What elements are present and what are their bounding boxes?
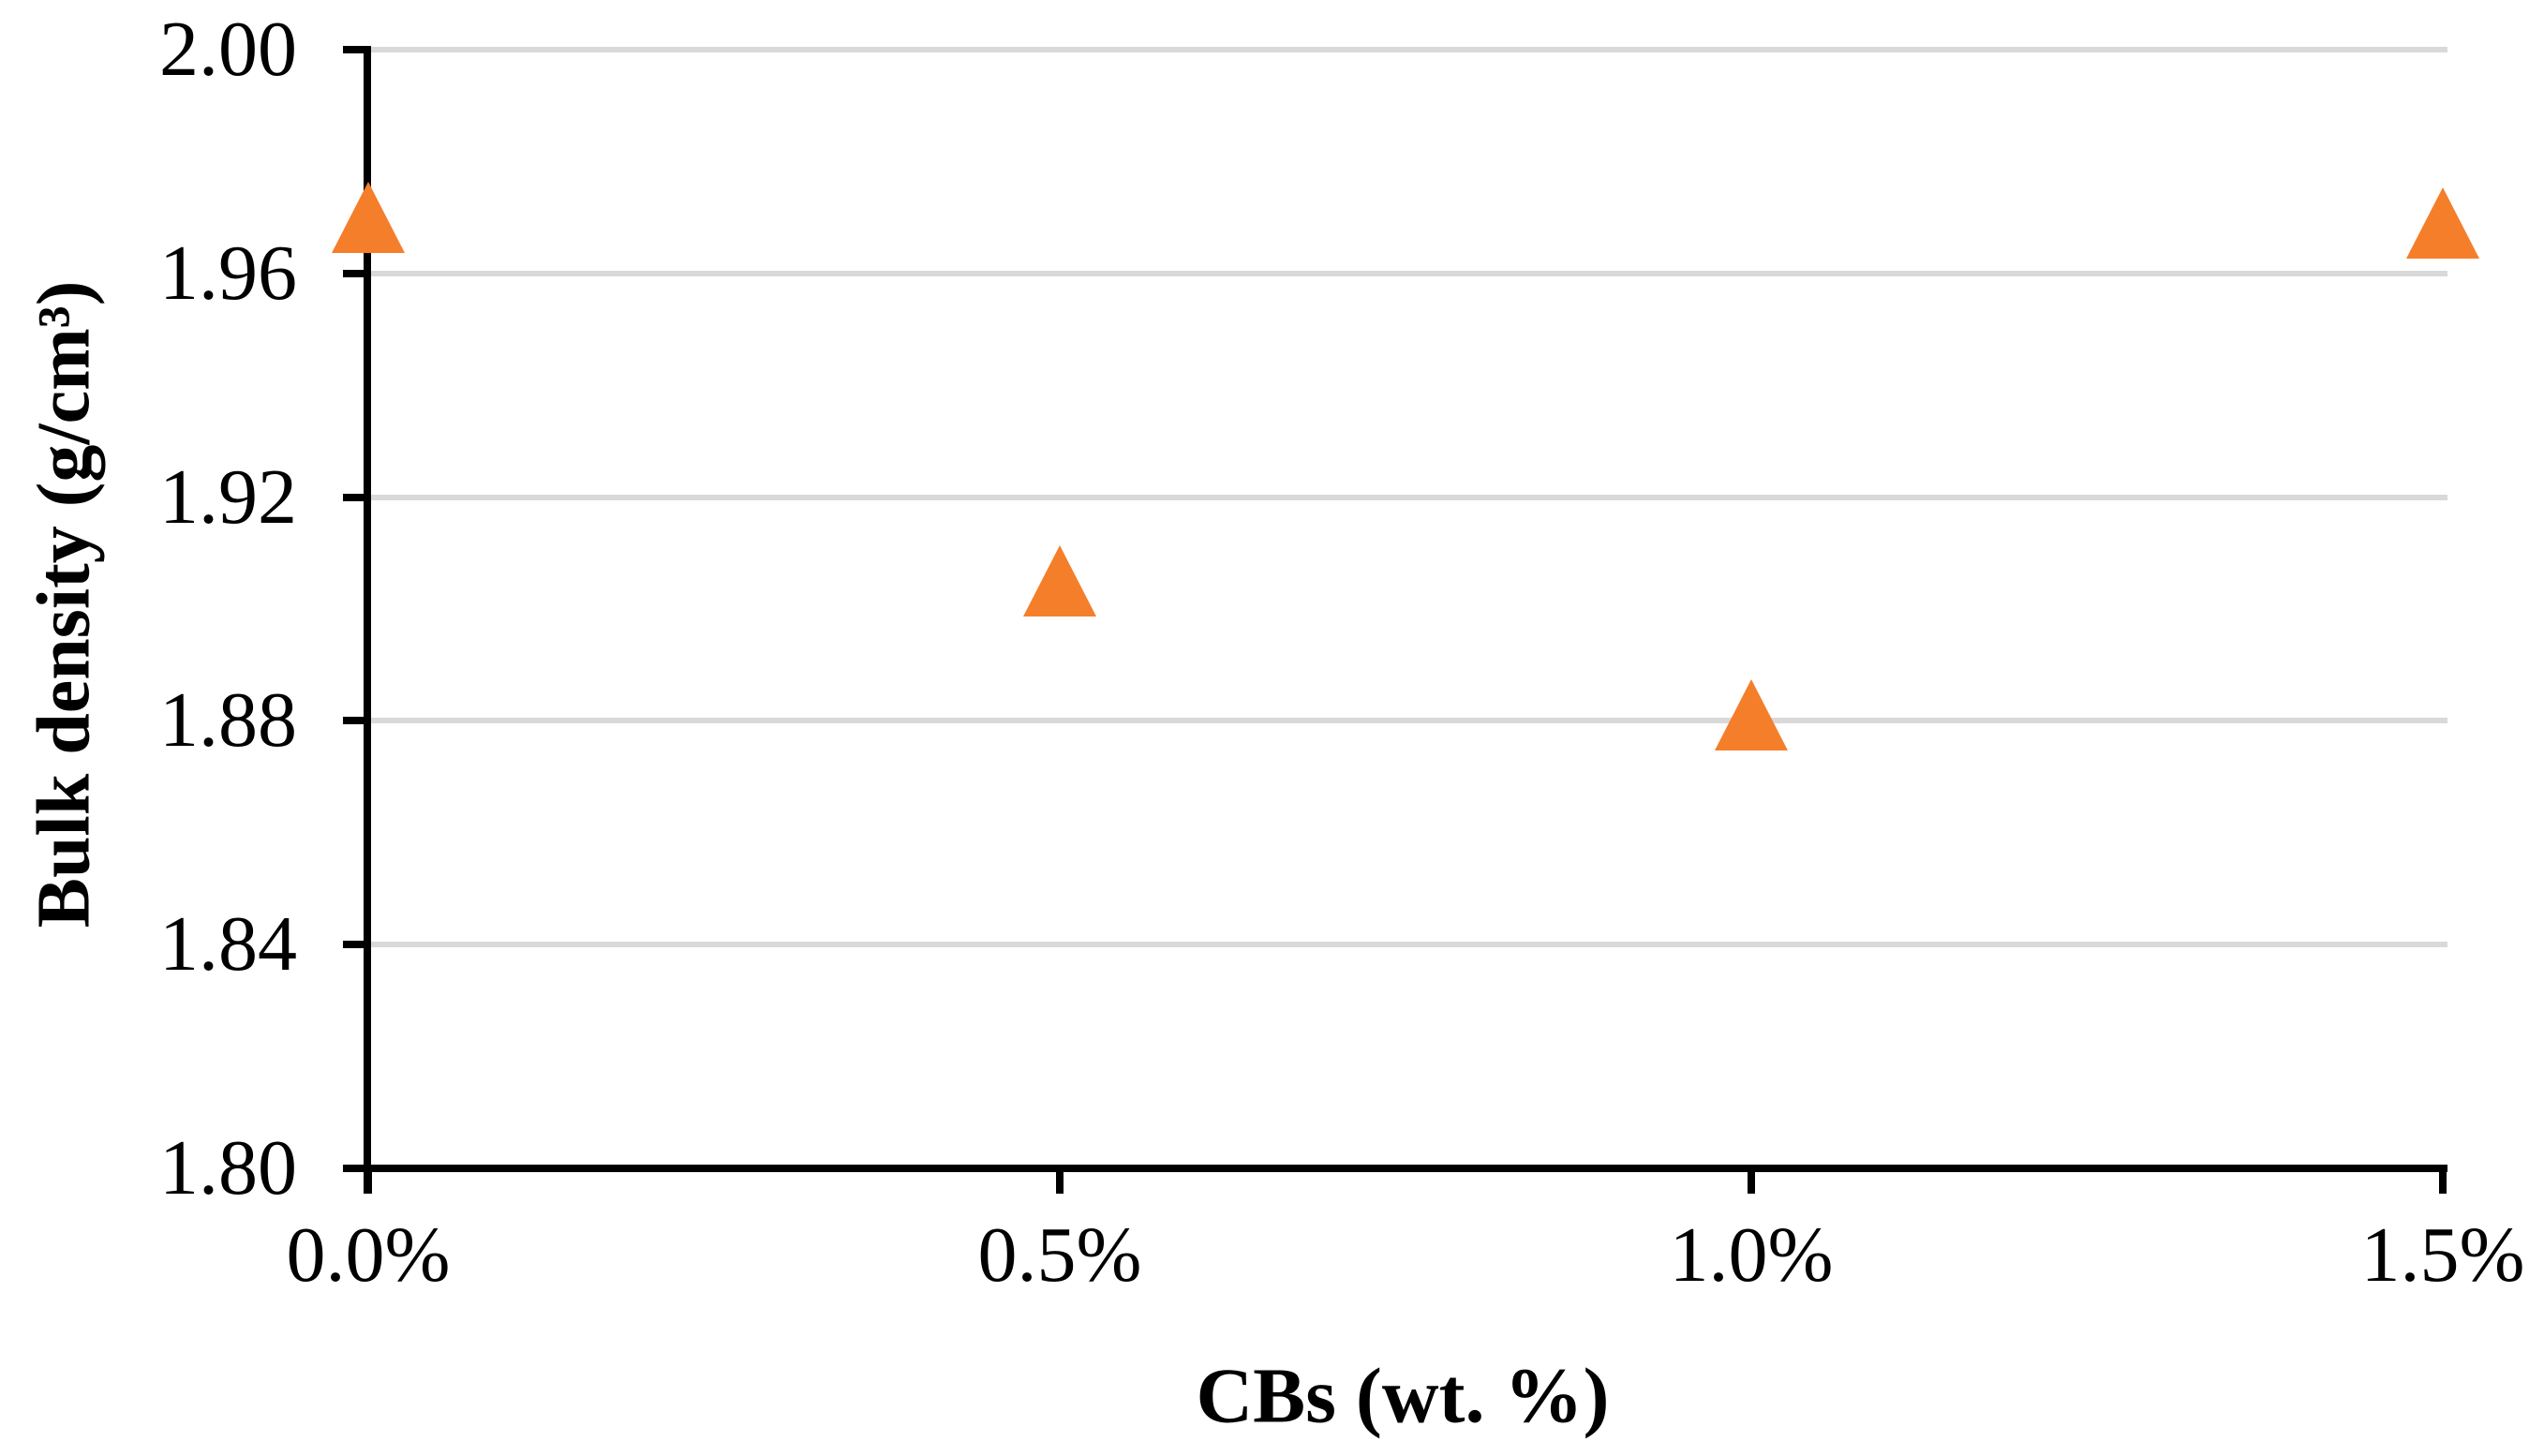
x-tick-label: 0.5%	[977, 1211, 1142, 1299]
y-gridline	[371, 270, 2447, 276]
y-tick-label: 1.96	[159, 229, 297, 317]
x-axis-tick	[364, 1165, 372, 1194]
y-tick-label: 1.92	[159, 453, 297, 541]
y-axis-tick	[343, 717, 371, 725]
x-axis-tick	[2439, 1165, 2447, 1194]
y-axis-tick	[343, 269, 371, 277]
x-axis-tick	[1056, 1165, 1064, 1194]
y-axis-tick	[343, 46, 371, 53]
y-axis-line	[364, 46, 371, 1194]
x-axis-line	[343, 1165, 2447, 1172]
y-gridline	[371, 942, 2447, 948]
x-tick-label: 1.5%	[2360, 1211, 2525, 1299]
data-point-triangle-icon	[332, 182, 405, 254]
y-gridline	[371, 718, 2447, 724]
y-tick-label: 2.00	[159, 6, 297, 93]
x-axis-title: CBs (wt. %)	[1196, 1352, 1610, 1440]
y-gridline	[371, 47, 2447, 52]
y-axis-title: Bulk density (g/cm³)	[22, 280, 106, 929]
y-tick-label: 1.80	[159, 1124, 297, 1211]
data-point-triangle-icon	[1715, 679, 1788, 751]
data-point-triangle-icon	[1023, 545, 1096, 617]
y-axis-tick	[343, 1165, 371, 1172]
x-tick-label: 1.0%	[1669, 1211, 1834, 1299]
x-axis-tick	[1748, 1165, 1755, 1194]
y-axis-tick	[343, 493, 371, 501]
y-gridline	[371, 494, 2447, 500]
y-tick-label: 1.84	[159, 900, 297, 988]
data-point-triangle-icon	[2406, 187, 2479, 260]
x-tick-label: 0.0%	[286, 1211, 451, 1299]
y-axis-tick	[343, 941, 371, 949]
y-tick-label: 1.88	[159, 676, 297, 765]
